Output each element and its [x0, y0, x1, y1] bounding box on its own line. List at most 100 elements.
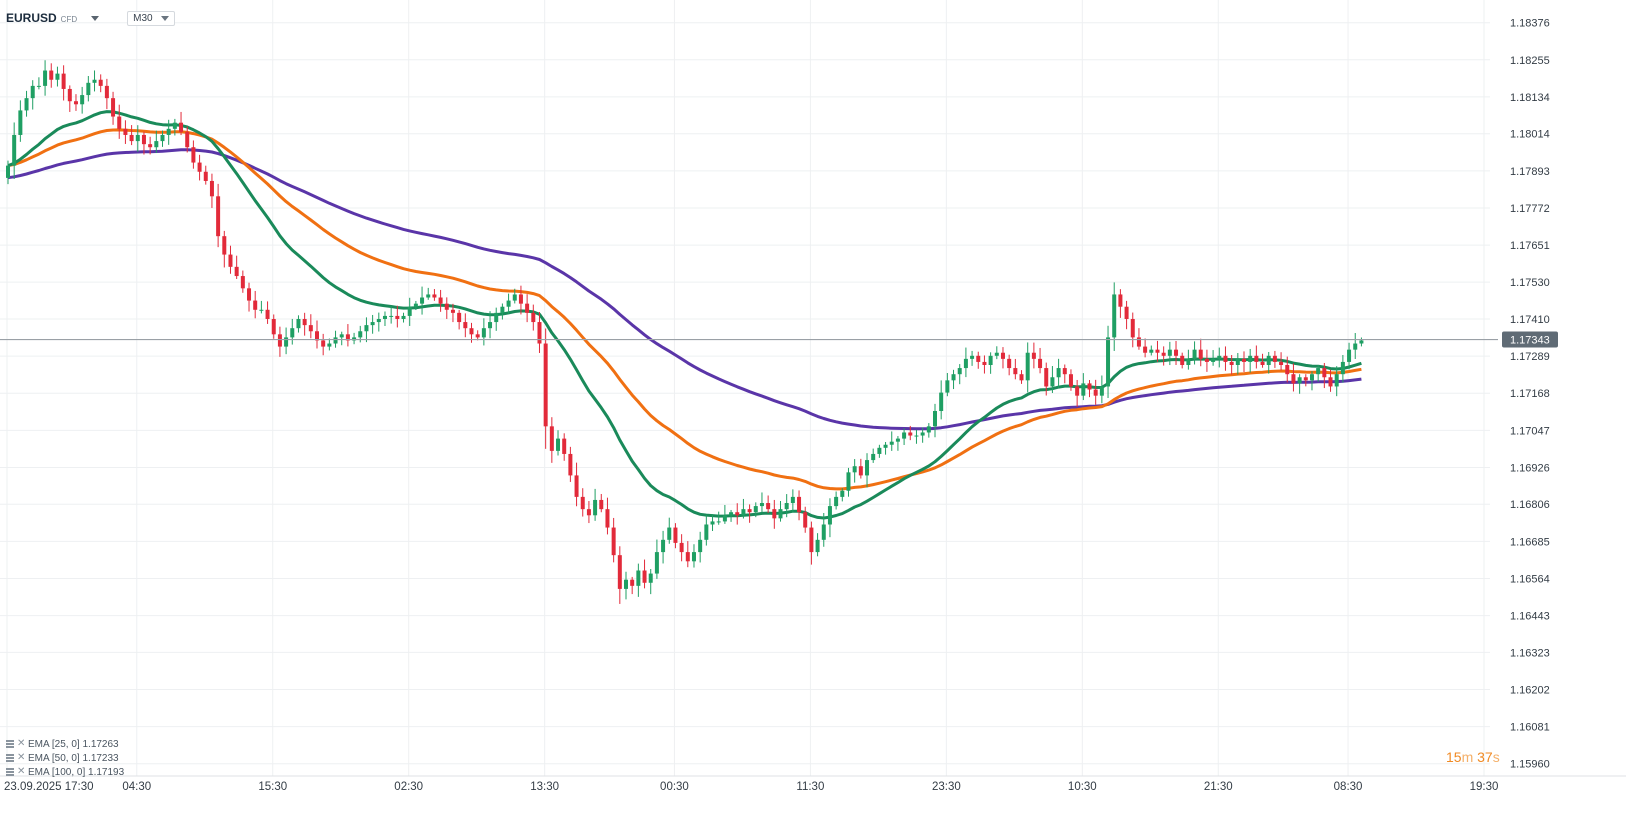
candle-body	[135, 134, 140, 142]
x-tick-label: 02:30	[394, 781, 423, 793]
candle-body	[716, 521, 721, 523]
close-icon[interactable]: ✕	[17, 738, 26, 749]
candle-body	[827, 506, 832, 525]
candle-body	[871, 453, 876, 461]
candle-body	[1192, 349, 1197, 359]
candle-body	[642, 570, 647, 583]
candle	[1229, 355, 1234, 375]
candle	[123, 120, 128, 144]
legend-label: EMA [100, 0] 1.17193	[28, 766, 125, 778]
list-icon[interactable]	[6, 740, 14, 748]
candle-body	[747, 509, 752, 513]
symbol-selector[interactable]: EURUSD CFD	[6, 11, 100, 25]
close-icon[interactable]: ✕	[17, 766, 26, 777]
candle-body	[203, 171, 208, 181]
candle	[1291, 363, 1296, 392]
candle	[976, 351, 981, 369]
candle-body	[908, 432, 913, 436]
candle	[877, 444, 882, 458]
candle-body	[1279, 361, 1284, 365]
candle-body	[1334, 374, 1339, 387]
candle-body	[1099, 386, 1104, 396]
candle-body	[290, 328, 295, 338]
y-tick-label: 1.16323	[1510, 647, 1550, 659]
candle-body	[1031, 352, 1036, 359]
y-tick-label: 1.16081	[1510, 722, 1550, 734]
candle	[852, 459, 857, 483]
y-tick-label: 1.17410	[1510, 314, 1550, 326]
candle	[30, 80, 35, 110]
candle	[809, 521, 814, 565]
list-icon[interactable]	[6, 768, 14, 776]
candle-body	[494, 312, 499, 323]
candle	[172, 118, 177, 136]
candle-body	[759, 503, 764, 507]
candle-body	[976, 355, 981, 362]
candle-body	[803, 512, 808, 528]
candle-body	[630, 579, 635, 586]
candle-body	[951, 374, 956, 381]
candle-body	[98, 79, 103, 86]
candle-body	[1353, 343, 1358, 350]
candlesticks	[6, 60, 1364, 604]
x-tick-label: 11:30	[796, 781, 824, 793]
candle-body	[475, 334, 480, 338]
candle-body	[247, 288, 252, 301]
y-tick-label: 1.16564	[1510, 573, 1550, 585]
candle-body	[240, 276, 245, 289]
candle-body	[1149, 349, 1154, 353]
candle	[759, 492, 764, 513]
candle-body	[420, 297, 425, 304]
candle	[1254, 345, 1259, 369]
candle	[1322, 362, 1327, 389]
candle-body	[1019, 374, 1024, 381]
candle-body	[710, 521, 715, 525]
candle-body	[957, 368, 962, 375]
candle-body	[123, 128, 128, 135]
y-tick-label: 1.16806	[1510, 499, 1550, 511]
candle-body	[209, 180, 214, 197]
candle-body	[568, 453, 573, 476]
candle-body	[611, 527, 616, 556]
candle-body	[222, 236, 227, 255]
candle-body	[86, 82, 91, 96]
candle	[624, 571, 628, 600]
candle	[1130, 312, 1135, 348]
candle-body	[407, 306, 412, 316]
candle	[970, 350, 975, 366]
candle-body	[920, 432, 925, 436]
list-icon[interactable]	[6, 754, 14, 762]
candle-body	[889, 441, 894, 445]
candle	[1328, 369, 1333, 392]
candle-body	[815, 539, 820, 553]
candle-body	[296, 318, 301, 329]
candle	[883, 441, 888, 455]
candle	[685, 541, 690, 568]
candle-body	[562, 438, 567, 454]
candle	[729, 509, 734, 522]
candle	[1242, 351, 1246, 373]
candle	[494, 307, 499, 331]
timeframe-selector[interactable]: M30	[127, 10, 175, 26]
candle-body	[308, 325, 313, 332]
candle-body	[172, 122, 177, 129]
candle	[506, 293, 511, 314]
candle-body	[339, 334, 344, 338]
candle	[1050, 366, 1055, 393]
y-tick-label: 1.16202	[1510, 685, 1550, 697]
candle	[1155, 340, 1160, 362]
candle	[1316, 365, 1321, 382]
legend-item-ema50: ✕ EMA [50, 0] 1.17233	[6, 751, 124, 765]
candle-body	[741, 509, 746, 516]
candle	[1062, 364, 1067, 384]
y-tick-label: 1.17289	[1510, 351, 1550, 363]
candle-body	[179, 122, 184, 132]
candle	[722, 504, 727, 524]
candle	[500, 303, 505, 320]
x-tick-label: 23.09.2025 17:30	[4, 781, 94, 793]
candle-body	[1328, 377, 1333, 387]
candle-body	[49, 70, 54, 80]
close-icon[interactable]: ✕	[17, 752, 26, 763]
candle	[537, 312, 542, 353]
